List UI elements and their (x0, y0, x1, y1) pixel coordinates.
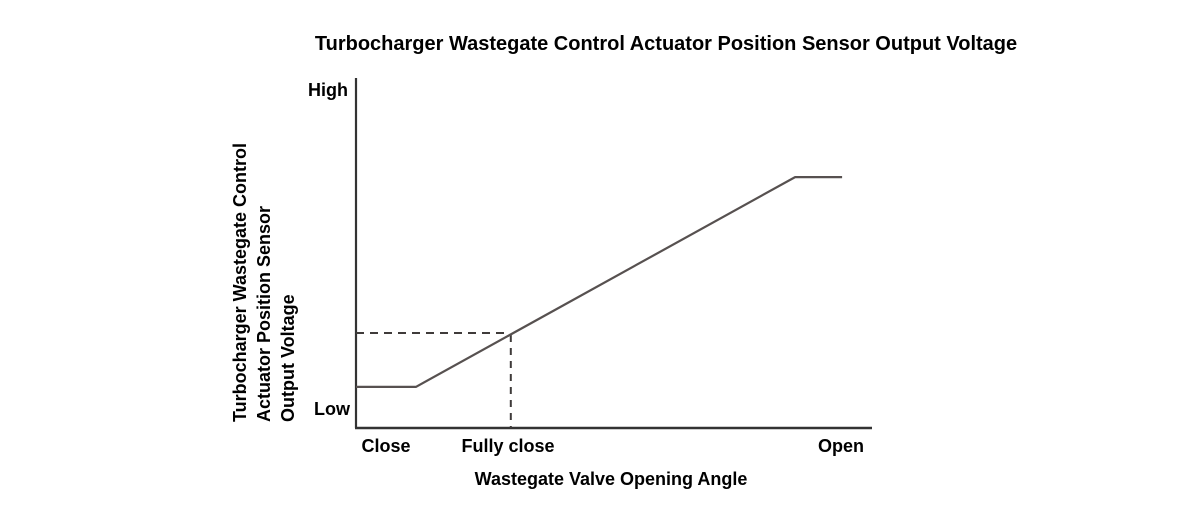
x-tick-close: Close (361, 436, 411, 456)
y-axis-title-line-3: Output Voltage (278, 294, 298, 422)
x-tick-open: Open (817, 436, 865, 456)
y-tick-high: High (308, 80, 348, 100)
x-tick-fully-close: Fully close (461, 436, 555, 456)
x-axis-title: Wastegate Valve Opening Angle (474, 469, 748, 489)
chart-title: Turbocharger Wastegate Control Actuator … (314, 33, 1018, 55)
series-line (356, 176, 843, 388)
y-axis-title-line-2: Actuator Position Sensor (254, 205, 274, 422)
y-axis-title: Turbocharger Wastegate Control Actuator … (228, 112, 300, 422)
y-axis-title-line-1: Turbocharger Wastegate Control (230, 142, 250, 422)
y-tick-low: Low (314, 399, 350, 419)
